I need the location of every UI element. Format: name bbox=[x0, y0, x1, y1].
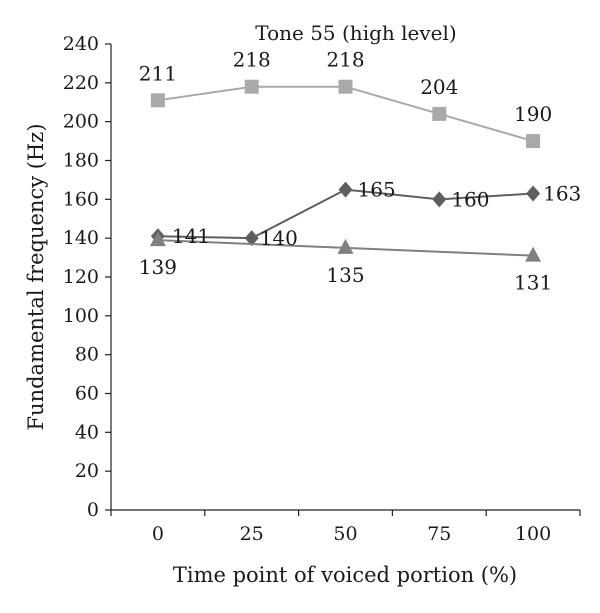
x-axis-title: Time point of voiced portion (%) bbox=[173, 563, 517, 587]
series-line-square bbox=[157, 85, 534, 143]
y-tick-label: 220 bbox=[63, 72, 99, 94]
y-tick-label: 20 bbox=[75, 460, 99, 482]
chart-title: Tone 55 (high level) bbox=[255, 21, 456, 45]
x-tick-label: 50 bbox=[333, 523, 357, 545]
data-label: 131 bbox=[514, 271, 552, 295]
y-tick-label: 0 bbox=[87, 499, 99, 521]
data-point-diamond bbox=[526, 185, 541, 202]
data-point-diamond bbox=[338, 181, 353, 198]
y-tick-label: 180 bbox=[63, 150, 99, 172]
x-tick-label: 100 bbox=[515, 523, 551, 545]
data-label: 139 bbox=[139, 255, 177, 279]
y-tick-label: 120 bbox=[63, 266, 99, 288]
data-point-diamond bbox=[432, 191, 447, 208]
y-tick-label: 80 bbox=[75, 344, 99, 366]
data-label: 140 bbox=[260, 226, 298, 250]
y-tick-label: 40 bbox=[75, 421, 99, 443]
axes: 0 20 40 60 80 100 120 140 160 180 200 220 240 0 25 50 75… bbox=[63, 33, 581, 545]
x-tick-label: 25 bbox=[240, 523, 264, 545]
x-tick-label: 75 bbox=[427, 523, 451, 545]
y-tick-label: 240 bbox=[63, 33, 99, 55]
x-tick-label: 0 bbox=[152, 523, 164, 545]
data-label: 218 bbox=[326, 48, 364, 72]
y-tick-label: 160 bbox=[63, 188, 99, 210]
data-label: 165 bbox=[358, 178, 396, 202]
y-tick-label: 60 bbox=[75, 383, 99, 405]
data-point-triangle bbox=[525, 246, 542, 262]
data-point-square bbox=[150, 93, 165, 108]
data-label: 163 bbox=[543, 182, 581, 206]
y-axis-title: Fundamental frequency (Hz) bbox=[24, 123, 48, 430]
data-label: 218 bbox=[233, 48, 271, 72]
series-layer bbox=[149, 79, 542, 262]
data-point-square bbox=[432, 106, 447, 121]
data-point-square bbox=[526, 134, 541, 149]
data-labels-layer: 211 218 218 204 190 141 140 165 160 163 139 135 131 bbox=[139, 48, 581, 295]
data-label: 160 bbox=[451, 187, 489, 211]
data-label: 190 bbox=[514, 102, 552, 126]
y-tick-label: 200 bbox=[63, 111, 99, 133]
data-point-square bbox=[338, 79, 353, 94]
data-label: 135 bbox=[326, 263, 364, 287]
data-point-triangle bbox=[149, 231, 166, 247]
y-tick-label: 140 bbox=[63, 227, 99, 249]
y-tick-label: 100 bbox=[63, 305, 99, 327]
data-point-diamond bbox=[244, 230, 259, 247]
data-label: 204 bbox=[420, 75, 458, 99]
data-label: 141 bbox=[172, 224, 210, 248]
data-point-triangle bbox=[337, 238, 354, 254]
data-point-square bbox=[244, 79, 259, 94]
data-label: 211 bbox=[139, 61, 177, 85]
